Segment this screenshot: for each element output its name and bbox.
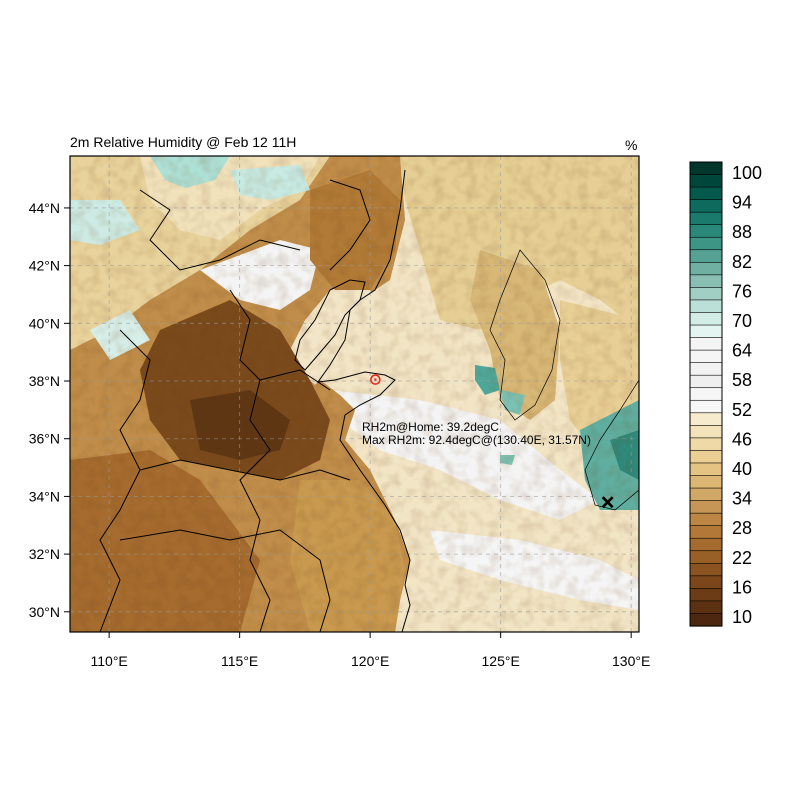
- colorbar-swatch-28: [689, 512, 723, 527]
- colorbar-swatch-23: [689, 450, 723, 464]
- colorbar-swatch-5: [689, 224, 723, 238]
- colorbar-swatch-10: [689, 287, 723, 301]
- x-tick-label-4: 130°E: [612, 653, 650, 669]
- colorbar-swatch-32: [689, 562, 723, 577]
- field-texture: [70, 156, 639, 632]
- humidity-field: [70, 156, 639, 632]
- colorbar-label-7: 58: [732, 370, 752, 390]
- colorbar-label-8: 52: [732, 400, 752, 420]
- boundaries: [99, 169, 639, 632]
- colorbar-label-5: 70: [732, 311, 752, 331]
- colorbar-swatch-24: [689, 462, 723, 477]
- colorbar-label-14: 16: [732, 577, 752, 597]
- colorbar-swatch-35: [689, 600, 723, 615]
- max-marker-stroke-2: [601, 496, 614, 509]
- colorbar-swatch-1: [689, 174, 723, 188]
- y-tick-label-1: 32°N: [29, 546, 60, 562]
- colorbar-label-15: 10: [732, 607, 752, 627]
- colorbar-swatch-26: [689, 487, 723, 502]
- colorbar-swatch-19: [689, 399, 723, 414]
- colorbar-swatch-31: [689, 550, 723, 564]
- colorbar-swatch-2: [689, 186, 723, 201]
- colorbar-swatch-13: [689, 324, 723, 339]
- colorbar-frame: [689, 161, 723, 627]
- colorbar-label-4: 76: [732, 281, 752, 301]
- colorbar-label-13: 22: [732, 548, 752, 568]
- colorbar-swatch-3: [689, 199, 723, 213]
- colorbar-label-11: 34: [732, 489, 752, 509]
- colorbar-swatch-9: [689, 274, 723, 289]
- colorbar-label-3: 82: [732, 252, 752, 272]
- max-marker-icon: [601, 496, 614, 509]
- y-tick-label-0: 30°N: [29, 604, 60, 620]
- colorbar-label-6: 64: [732, 341, 752, 361]
- bohai-coast: [294, 279, 366, 371]
- colorbar-label-9: 46: [732, 429, 752, 449]
- colorbar-swatch-17: [689, 374, 723, 389]
- colorbar-swatch-14: [689, 337, 723, 351]
- colorbar-swatch-16: [689, 362, 723, 376]
- max-annotation: Max RH2m: 92.4degC@(130.40E, 31.57N): [362, 433, 591, 447]
- colorbar-swatch-20: [689, 412, 723, 426]
- y-tick-label-5: 40°N: [29, 315, 60, 331]
- units-label: %: [625, 137, 637, 153]
- colorbar-swatch-12: [689, 312, 723, 326]
- colorbar-swatch-34: [689, 588, 723, 602]
- colorbar-swatch-30: [689, 537, 723, 552]
- x-tick-label-0: 110°E: [91, 653, 128, 669]
- y-tick-label-7: 44°N: [29, 200, 60, 216]
- colorbar-swatch-22: [689, 437, 723, 452]
- province-border-5: [119, 529, 331, 632]
- colorbar-swatch-7: [689, 249, 723, 263]
- home-marker-ring: [370, 374, 381, 385]
- colorbar-swatch-25: [689, 475, 723, 489]
- korea-outline: [489, 249, 561, 421]
- coastline-mainland: [316, 169, 411, 632]
- province-border-2: [229, 289, 271, 632]
- colorbar-swatch-29: [689, 525, 723, 539]
- chart-title: 2m Relative Humidity @ Feb 12 11H: [70, 134, 296, 150]
- y-tick-label-4: 38°N: [29, 373, 60, 389]
- y-tick-label-2: 34°N: [29, 488, 60, 504]
- colorbar-swatch-33: [689, 575, 723, 589]
- colorbar-label-12: 28: [732, 518, 752, 538]
- colorbar-swatch-6: [689, 236, 723, 251]
- province-border-6: [259, 369, 331, 391]
- x-tick-label-2: 120°E: [351, 653, 389, 669]
- map-frame: [69, 155, 640, 633]
- graticule: [70, 156, 639, 632]
- x-tick-label-3: 125°E: [482, 653, 520, 669]
- province-border-1: [139, 189, 301, 271]
- colorbar-swatch-4: [689, 211, 723, 226]
- colorbar-label-0: 100: [732, 163, 762, 183]
- colorbar-swatch-0: [689, 161, 723, 176]
- northeast-border: [329, 179, 371, 271]
- home-marker-dot: [374, 378, 377, 381]
- home-annotation: RH2m@Home: 39.2degC: [362, 420, 499, 434]
- colorbar-swatch-15: [689, 349, 723, 364]
- x-axis: 110°E 115°E 120°E 125°E 130°E: [91, 632, 650, 669]
- colorbar: 100 94 88 82 76 70 64 58 52 46 40 34 28 22 16 10: [689, 161, 762, 627]
- colorbar-swatch-8: [689, 262, 723, 276]
- y-tick-label-3: 36°N: [29, 431, 60, 447]
- colorbar-label-2: 88: [732, 222, 752, 242]
- colorbar-swatch-11: [689, 299, 723, 314]
- colorbar-swatch-27: [689, 500, 723, 514]
- y-axis: 30°N 32°N 34°N 36°N 38°N 40°N 42°N 44°N: [29, 200, 70, 620]
- province-border-4: [139, 459, 351, 481]
- colorbar-label-10: 40: [732, 459, 752, 479]
- colorbar-label-1: 94: [732, 193, 752, 213]
- x-tick-label-1: 115°E: [221, 653, 258, 669]
- colorbar-swatch-18: [689, 387, 723, 401]
- japan-outline: [584, 379, 639, 511]
- colorbar-swatch-36: [689, 613, 723, 627]
- colorbar-swatch-21: [689, 425, 723, 439]
- home-marker: [370, 374, 381, 385]
- y-tick-label-6: 42°N: [29, 258, 60, 274]
